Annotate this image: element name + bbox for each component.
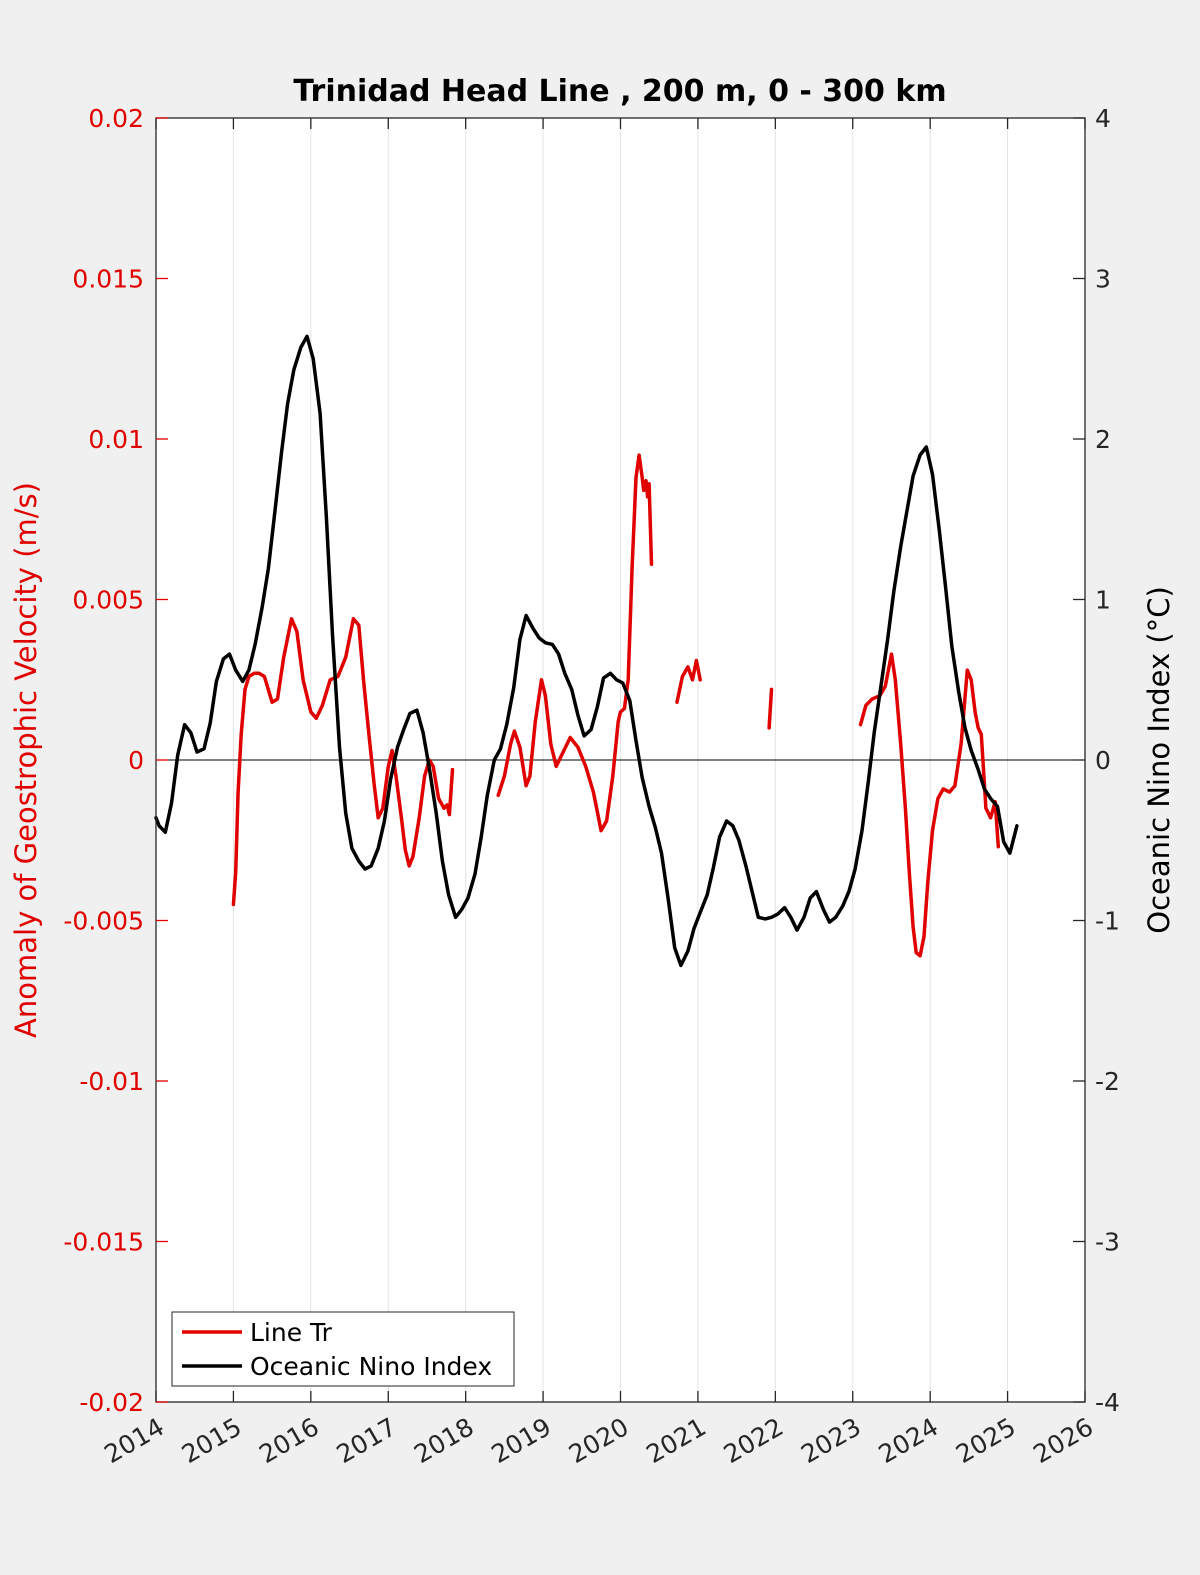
y-left-tick-label: 0 bbox=[128, 746, 144, 775]
oni-series-segment-0 bbox=[154, 334, 1019, 968]
y-right-tick-label: 4 bbox=[1095, 104, 1111, 133]
y-right-tick-label: -3 bbox=[1095, 1228, 1120, 1257]
line-tr-series-segment-4 bbox=[858, 652, 1001, 958]
x-tick-label: 2015 bbox=[177, 1412, 247, 1469]
x-tick-label: 2021 bbox=[641, 1412, 711, 1469]
chart-title: Trinidad Head Line , 200 m, 0 - 300 km bbox=[293, 74, 946, 109]
line-tr-series-segment-2 bbox=[675, 658, 702, 704]
legend: Line Tr Oceanic Nino Index bbox=[171, 1311, 515, 1387]
y-right-tick-label: -4 bbox=[1095, 1388, 1120, 1417]
x-tick-label: 2025 bbox=[951, 1412, 1021, 1469]
legend-label-line-tr: Line Tr bbox=[250, 1318, 333, 1347]
y-right-tick-label: 3 bbox=[1095, 265, 1111, 294]
legend-box bbox=[171, 1311, 515, 1387]
y-left-tick-label: -0.005 bbox=[63, 907, 144, 936]
y-axis-left-label: Anomaly of Geostrophic Velocity (m/s) bbox=[9, 482, 43, 1038]
line-tr-series-segment-3 bbox=[767, 687, 774, 730]
x-tick-label: 2014 bbox=[99, 1412, 169, 1469]
line-tr-series-segment-1 bbox=[496, 453, 654, 833]
y-right-tick-label: 2 bbox=[1095, 425, 1111, 454]
x-tick-label: 2017 bbox=[332, 1412, 402, 1469]
y-right-tick-label: -2 bbox=[1095, 1067, 1120, 1096]
y-left-tick-label: 0.02 bbox=[88, 104, 144, 133]
legend-label-oni: Oceanic Nino Index bbox=[250, 1352, 492, 1381]
y-left-tick-label: 0.01 bbox=[88, 425, 144, 454]
y-left-tick-label: -0.01 bbox=[79, 1067, 144, 1096]
x-tick-label: 2022 bbox=[719, 1412, 789, 1469]
y-right-tick-label: 0 bbox=[1095, 746, 1111, 775]
x-tick-label: 2020 bbox=[564, 1412, 634, 1469]
x-tick-label: 2016 bbox=[254, 1412, 324, 1469]
line-tr-series-segment-0 bbox=[231, 617, 455, 907]
y-right-tick-label: 1 bbox=[1095, 586, 1111, 615]
y-right-tick-label: -1 bbox=[1095, 907, 1120, 936]
x-tick-label: 2024 bbox=[874, 1412, 944, 1469]
y-left-tick-label: 0.005 bbox=[72, 586, 144, 615]
series-lines bbox=[154, 334, 1019, 968]
y-left-tick-label: -0.02 bbox=[79, 1388, 144, 1417]
x-tick-label: 2019 bbox=[486, 1412, 556, 1469]
x-tick-label: 2026 bbox=[1028, 1412, 1098, 1469]
y-axis-right-label: Oceanic Nino Index (°C) bbox=[1142, 586, 1176, 934]
y-left-tick-label: 0.015 bbox=[72, 265, 144, 294]
y-left-tick-label: -0.015 bbox=[63, 1228, 144, 1257]
x-tick-label: 2018 bbox=[409, 1412, 479, 1469]
x-tick-label: 2023 bbox=[796, 1412, 866, 1469]
